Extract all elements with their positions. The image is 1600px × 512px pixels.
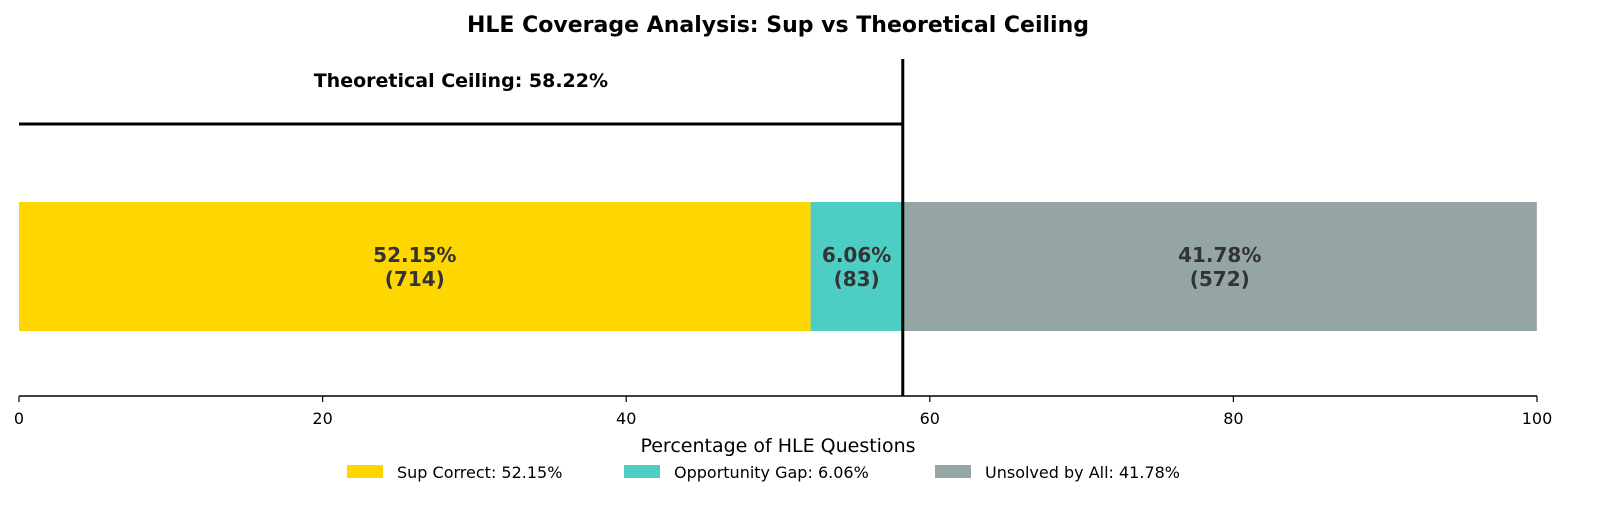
bar-label-pct: 41.78% [1178, 243, 1261, 267]
bar-segment-0 [19, 202, 811, 331]
chart-title: HLE Coverage Analysis: Sup vs Theoretica… [467, 13, 1089, 38]
x-tick-label: 40 [616, 409, 636, 428]
x-tick-label: 0 [14, 409, 24, 428]
x-tick-label: 60 [920, 409, 940, 428]
bar-label-count: (572) [1190, 267, 1250, 291]
x-tick-label: 20 [312, 409, 332, 428]
legend-swatch [624, 465, 660, 478]
bar-segment-2 [902, 202, 1537, 331]
bar-label-pct: 6.06% [822, 243, 891, 267]
legend-label: Sup Correct: 52.15% [397, 463, 562, 482]
legend-label: Opportunity Gap: 6.06% [674, 463, 869, 482]
legend-label: Unsolved by All: 41.78% [985, 463, 1180, 482]
legend-swatch [935, 465, 971, 478]
legend: Sup Correct: 52.15% Opportunity Gap: 6.06… [347, 463, 1180, 482]
x-tick-label: 100 [1522, 409, 1553, 428]
bar-segment-1 [810, 202, 903, 331]
legend-swatch [347, 465, 383, 478]
x-axis-label: Percentage of HLE Questions [640, 435, 915, 457]
bar-label-count: (83) [834, 267, 880, 291]
bar-label-count: (714) [385, 267, 445, 291]
x-tick-label: 80 [1223, 409, 1243, 428]
bar-label-pct: 52.15% [373, 243, 456, 267]
ceiling-label: Theoretical Ceiling: 58.22% [314, 70, 608, 92]
